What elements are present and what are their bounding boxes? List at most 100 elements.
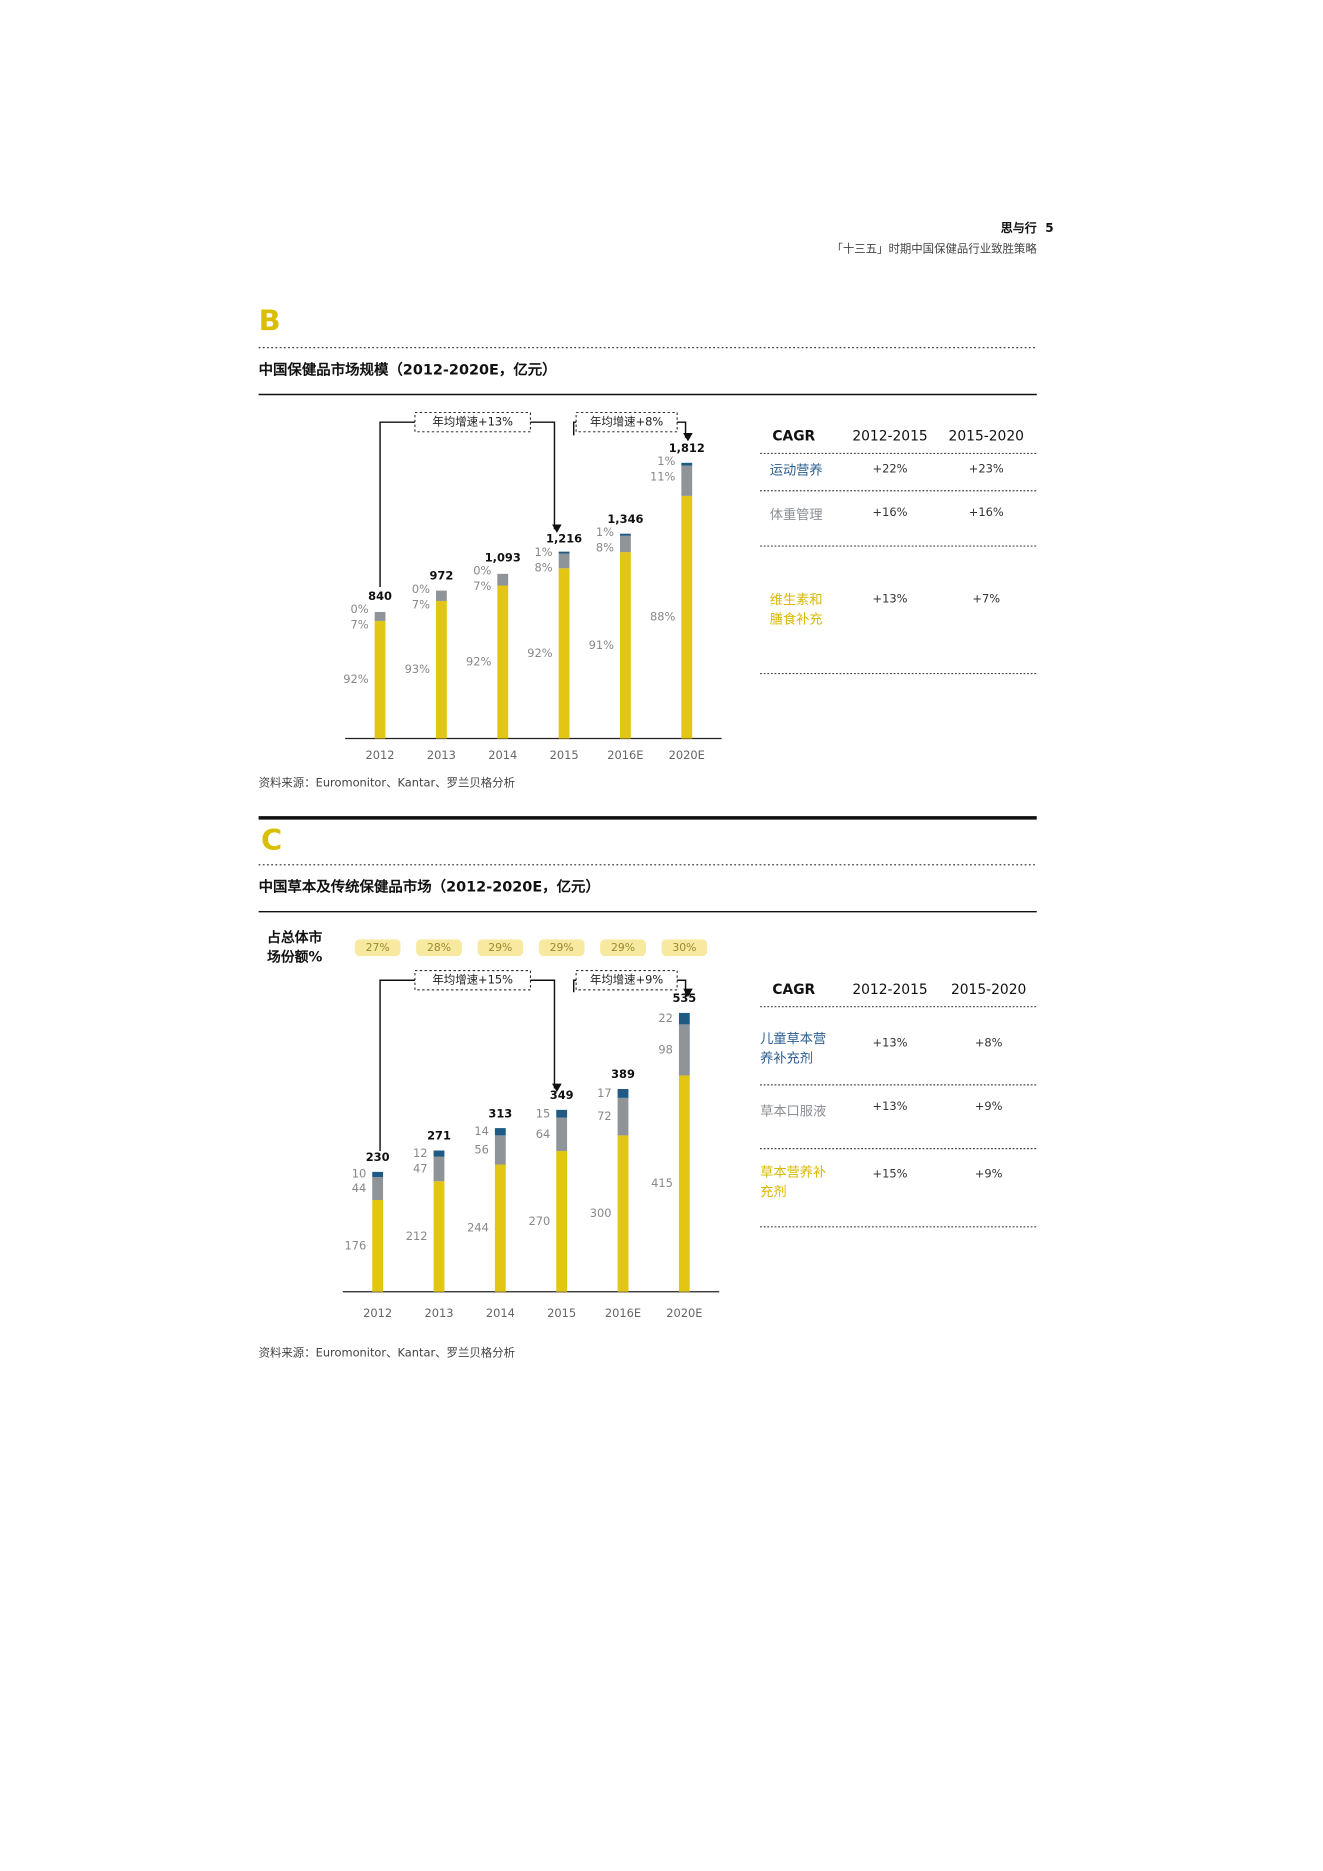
- brand: 思与行: [1001, 220, 1037, 235]
- cagr-header: 2015-2020: [951, 982, 1026, 998]
- share-pill: [538, 939, 585, 957]
- cagr-row-label: 草本口服液: [760, 1103, 826, 1119]
- bar-segment: [558, 568, 570, 739]
- segment-label: 176: [344, 1238, 366, 1252]
- growth-box: [575, 970, 678, 991]
- segment-label: 1%: [657, 454, 675, 468]
- cagr-row-label: 草本营养补充剂: [760, 1165, 826, 1200]
- running-title: 「十三五」时期中国保健品行业致胜策略: [831, 241, 1037, 255]
- share-label: 29%: [611, 941, 635, 954]
- total-label: 1,812: [669, 441, 705, 455]
- share-label: 29%: [488, 941, 512, 954]
- share-label: 29%: [550, 941, 574, 954]
- segment-label: 17: [597, 1086, 612, 1100]
- segment-label: 1%: [596, 525, 614, 539]
- segment-label: 244: [467, 1221, 489, 1235]
- cagr-row-label: 维生素和膳食补充: [770, 592, 823, 627]
- x-tick-label: 2015: [547, 1306, 576, 1320]
- section-letter: C: [261, 823, 282, 857]
- x-tick-label: 2015: [550, 748, 579, 762]
- bar-segment: [556, 1109, 568, 1118]
- segment-label: 14: [474, 1124, 489, 1138]
- bar-segment: [372, 1177, 384, 1201]
- segment-label: 72: [597, 1109, 612, 1123]
- bar-segment: [435, 590, 447, 601]
- growth-box: [575, 412, 678, 433]
- segment-label: 8%: [596, 541, 614, 555]
- total-label: 230: [366, 1150, 390, 1164]
- segment-label: 7%: [412, 598, 430, 612]
- cagr-header: 2012-2015: [852, 982, 927, 998]
- cagr-header: CAGR: [772, 982, 815, 998]
- bar-segment: [435, 600, 447, 739]
- bar-segment: [678, 1012, 690, 1025]
- bar-segment: [617, 1135, 629, 1292]
- cagr-value: +15%: [873, 1166, 908, 1180]
- segment-label: 15: [536, 1106, 551, 1120]
- bar-segment: [620, 535, 631, 553]
- growth-bracket: [379, 421, 562, 587]
- share-label: 27%: [366, 941, 390, 954]
- cagr-value: +9%: [975, 1099, 1003, 1113]
- segment-label: 0%: [351, 602, 369, 616]
- segment-label: 300: [590, 1206, 612, 1220]
- bar-segment: [556, 1117, 568, 1152]
- share-label: 28%: [427, 941, 451, 954]
- source: 资料来源：Euromonitor、Kantar、罗兰贝格分析: [259, 775, 515, 789]
- growth-box: [414, 970, 531, 991]
- section-title: 中国保健品市场规模（2012-2020E，亿元）: [259, 360, 557, 378]
- cagr-row-label: 儿童草本营养补充剂: [760, 1030, 826, 1066]
- segment-label: 56: [474, 1142, 489, 1156]
- bar-segment: [556, 1151, 568, 1292]
- share-pill: [477, 939, 524, 957]
- total-label: 271: [427, 1129, 451, 1143]
- segment-label: 212: [406, 1229, 428, 1243]
- segment-label: 12: [413, 1146, 428, 1160]
- share-pill: [600, 939, 646, 957]
- segment-label: 270: [528, 1214, 550, 1228]
- cagr-row-label: 体重管理: [770, 507, 823, 523]
- bar-segment: [374, 611, 386, 621]
- bar-segment: [433, 1156, 445, 1182]
- bar-segment: [617, 1089, 629, 1098]
- cagr-value: +13%: [873, 1035, 908, 1049]
- total-label: 313: [488, 1107, 512, 1121]
- section-title: 中国草本及传统保健品市场（2012-2020E，亿元）: [259, 878, 600, 896]
- x-tick-label: 2012: [363, 1306, 392, 1320]
- segment-label: 22: [658, 1011, 673, 1025]
- segment-label: 92%: [466, 654, 492, 668]
- cagr-value: +13%: [873, 591, 908, 605]
- bar-segment: [558, 553, 570, 569]
- segment-label: 64: [536, 1127, 551, 1141]
- segment-label: 93%: [405, 662, 431, 676]
- share-title: 占总体市场份额%: [267, 929, 322, 965]
- source: 资料来源：Euromonitor、Kantar、罗兰贝格分析: [259, 1346, 515, 1360]
- growth-bracket: [379, 979, 562, 1152]
- bar-segment: [558, 551, 570, 554]
- bar-segment: [494, 1164, 506, 1292]
- segment-label: 88%: [650, 610, 676, 624]
- bar-segment: [374, 620, 386, 739]
- growth-label: 年均增速+13%: [432, 415, 513, 429]
- bar-segment: [681, 465, 693, 496]
- share-pill: [661, 939, 708, 957]
- x-tick-label: 2014: [486, 1306, 515, 1320]
- growth-label: 年均增速+9%: [590, 973, 663, 987]
- x-tick-label: 2014: [488, 748, 517, 762]
- bar-segment: [678, 1075, 690, 1292]
- share-label: 30%: [672, 941, 696, 954]
- segment-label: 7%: [351, 618, 369, 632]
- cagr-value: +7%: [972, 591, 1000, 605]
- cagr-value: +23%: [969, 462, 1004, 476]
- cagr-row-label: 运动营养: [770, 462, 823, 478]
- share-pill: [354, 939, 401, 957]
- cagr-value: +8%: [975, 1035, 1003, 1049]
- segment-label: 92%: [527, 646, 553, 660]
- x-tick-label: 2013: [424, 1306, 453, 1320]
- bar-segment: [617, 1097, 629, 1136]
- bar-segment: [620, 533, 631, 536]
- segment-label: 98: [658, 1042, 673, 1056]
- total-label: 389: [611, 1067, 635, 1081]
- segment-label: 91%: [589, 638, 615, 652]
